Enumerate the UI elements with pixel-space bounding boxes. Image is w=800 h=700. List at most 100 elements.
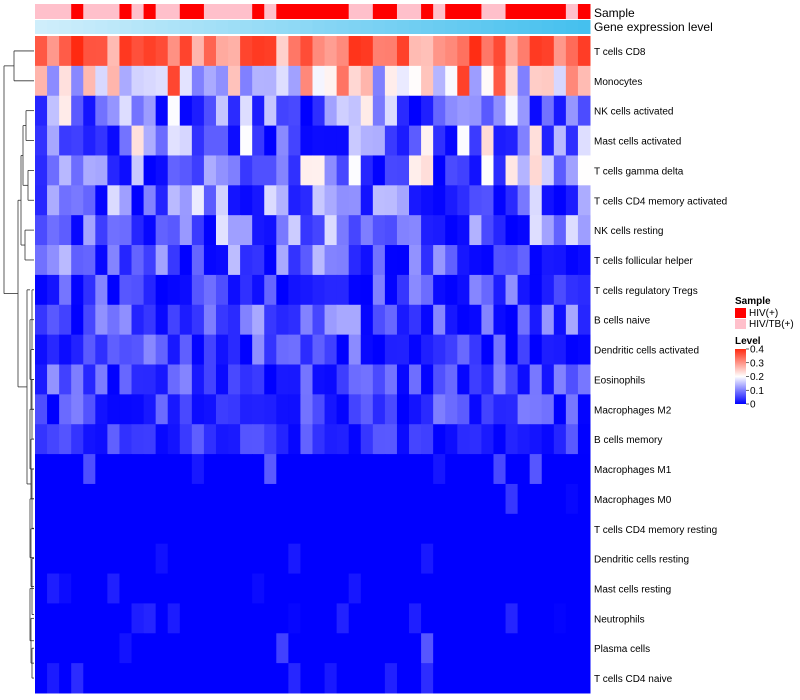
heatmap-cell [107,155,120,186]
heatmap-cell [119,543,133,575]
heatmap-cell [360,36,374,67]
heatmap-cell [215,364,229,395]
heatmap-cell [35,513,48,545]
heatmap-cell [481,483,494,515]
sample-cell [469,4,482,19]
heatmap-cell [372,394,386,425]
heatmap-cell [529,573,543,604]
heatmap-cell [95,155,108,186]
heatmap-cell [288,513,301,545]
heatmap-cell [312,454,326,485]
heatmap-cell [553,513,567,545]
heatmap-cell [191,334,205,365]
heatmap-cell [553,394,567,425]
heatmap-cell [445,304,458,336]
heatmap-cell [577,394,591,425]
heatmap-cell [143,36,157,67]
heatmap-cell [505,513,519,545]
heatmap-cell [372,603,386,634]
heatmap-cell [228,274,241,306]
heatmap-cell [505,334,519,365]
heatmap-cell [131,603,145,634]
heatmap-cell [167,424,181,455]
heatmap-cell [276,513,289,545]
heatmap-cell [179,245,193,276]
heatmap-cell [264,633,277,664]
heatmap-cell [336,185,350,216]
heatmap-cell [384,394,398,425]
heatmap-cell [396,155,410,186]
heatmap-cell [240,663,253,694]
heatmap-cell [517,663,531,694]
heatmap-cell [264,424,277,455]
heatmap-cell [47,155,60,186]
sample-cell [505,4,519,19]
expression-level-cell [276,20,289,34]
heatmap-cell [481,633,494,664]
heatmap-cell [59,95,72,127]
row-label: Monocytes [594,77,642,88]
heatmap-cell [203,364,217,395]
heatmap-cell [529,65,543,97]
heatmap-cell [457,543,470,575]
heatmap-cell [107,125,120,156]
expression-level-cell [360,20,374,34]
heatmap-cell [553,274,567,306]
heatmap-cell [529,424,543,455]
heatmap-cell [191,274,205,306]
heatmap-cell [131,215,145,246]
gene-expression-annotation-track [35,20,591,34]
row-label: T cells CD4 memory activated [594,196,727,207]
heatmap-cell [433,155,446,186]
heatmap-cell [372,245,386,276]
heatmap-cell [336,36,350,67]
expression-level-cell [457,20,470,34]
heatmap-cell [541,125,555,156]
heatmap-cell [179,274,193,306]
heatmap-cell [517,95,531,127]
heatmap-cell [215,573,229,604]
heatmap-cell [577,95,591,127]
heatmap-cell [276,36,289,67]
heatmap-cell [264,364,277,395]
heatmap-cell [47,573,60,604]
heatmap-cell [360,513,374,545]
heatmap-cell [553,543,567,575]
heatmap-cell [541,603,555,634]
heatmap-cell [396,304,410,336]
heatmap-cell [372,95,386,127]
heatmap-cell [179,364,193,395]
heatmap-cell [577,36,591,67]
heatmap-cell [445,364,458,395]
sample-cell [240,4,253,19]
heatmap-cell [252,364,265,395]
heatmap-cell [240,274,253,306]
heatmap-cell [396,274,410,306]
heatmap-cell [324,274,338,306]
heatmap-cell [300,36,313,67]
expression-level-cell [83,20,96,34]
heatmap-cell [493,95,507,127]
heatmap-cell [457,424,470,455]
heatmap-cell [191,603,205,634]
heatmap-cell [288,454,301,485]
heatmap-cell [95,125,108,156]
heatmap-cell [288,424,301,455]
heatmap-cell [228,95,241,127]
heatmap-cell [396,215,410,246]
expression-level-cell [312,20,326,34]
heatmap-cell [445,424,458,455]
heatmap-cell [493,125,507,156]
heatmap-cell [95,394,108,425]
heatmap-cell [95,274,108,306]
heatmap-cell [191,454,205,485]
sample-cell [203,4,217,19]
heatmap-cell [372,274,386,306]
heatmap-cell [577,513,591,545]
heatmap-cell [215,245,229,276]
heatmap-cell [252,215,265,246]
heatmap-cell [288,245,301,276]
heatmap-cell [240,334,253,365]
heatmap-cell [457,65,470,97]
heatmap-cell [288,155,301,186]
